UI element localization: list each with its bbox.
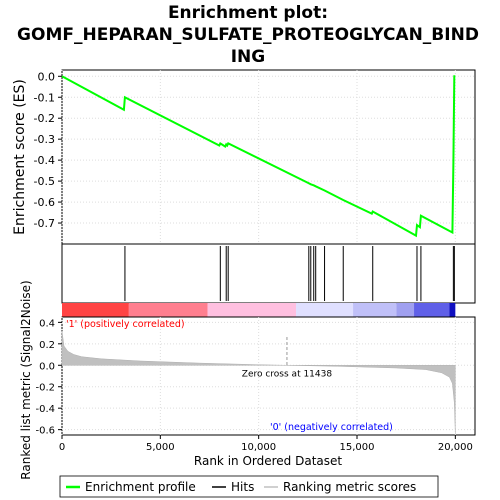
es-tick-label: 0.0 — [38, 70, 56, 83]
es-tick-label: -0.2 — [34, 112, 55, 125]
metric-area — [61, 330, 456, 434]
rank-color-bar — [62, 303, 456, 317]
hit-lines — [124, 246, 455, 301]
hits-panel — [61, 243, 476, 304]
chart-title-line-1: Enrichment plot: — [168, 3, 328, 23]
metric-tick-label: -0.2 — [35, 383, 55, 394]
x-axis-label: Rank in Ordered Dataset — [194, 454, 342, 468]
legend-hits-label: Hits — [231, 480, 254, 494]
es-tick-label: -0.6 — [34, 196, 55, 209]
color-bar-segment — [296, 303, 354, 317]
x-tick-label: 5,000 — [146, 442, 175, 453]
metric-ticks: 0.4 0.2 0.0 -0.2 -0.4 -0.6 — [35, 318, 62, 437]
x-tick-label: 0 — [59, 442, 65, 453]
es-tick-label: -0.7 — [34, 217, 55, 230]
x-tick-label: 15,000 — [340, 442, 375, 453]
color-bar-segment — [207, 303, 297, 317]
zero-cross-label: Zero cross at 11438 — [242, 369, 333, 379]
chart-title-line-3: ING — [231, 47, 266, 67]
es-tick-label: -0.4 — [34, 154, 55, 167]
color-bar-segment — [414, 303, 450, 317]
metric-tick-label: 0.0 — [39, 361, 55, 372]
metric-tick-label: 0.2 — [39, 340, 55, 351]
chart-title-line-2: GOMF_HEPARAN_SULFATE_PROTEOGLYCAN_BIND — [17, 25, 479, 45]
x-tick-label: 10,000 — [241, 442, 276, 453]
es-tick-label: -0.3 — [34, 133, 55, 146]
hits-panel-frame — [61, 243, 476, 304]
color-bar-segment — [128, 303, 208, 317]
es-grid — [61, 70, 475, 244]
color-bar-segment — [62, 303, 129, 317]
metric-panel-frame — [61, 316, 476, 436]
es-ylabel: Enrichment score (ES) — [12, 79, 28, 235]
x-ticks: 0 5,000 10,000 15,000 20,000 — [59, 435, 473, 453]
x-tick-label: 20,000 — [438, 442, 473, 453]
es-tick-label: -0.1 — [34, 91, 55, 104]
metric-panel: Zero cross at 11438 '1' (positively corr… — [35, 316, 476, 437]
legend-box — [59, 475, 439, 498]
metric-tick-label: 0.4 — [39, 318, 55, 329]
legend-es-label: Enrichment profile — [85, 480, 196, 494]
es-panel-frame — [61, 69, 476, 245]
negative-correlated-label: '0' (negatively correlated) — [270, 422, 393, 433]
metric-tick-label: -0.4 — [35, 404, 55, 415]
es-curve — [61, 75, 456, 238]
color-bar-segment — [396, 303, 415, 317]
color-bar-segment — [449, 303, 456, 317]
positive-correlated-label: '1' (positively correlated) — [66, 319, 185, 330]
es-ticks: 0.0 -0.1 -0.2 -0.3 -0.4 -0.5 -0.6 -0.7 — [34, 70, 62, 230]
es-tick-label: -0.5 — [34, 175, 55, 188]
metric-ylabel: Ranked list metric (Signal2Noise) — [19, 280, 33, 479]
es-panel: 0.0 -0.1 -0.2 -0.3 -0.4 -0.5 -0.6 -0.7 — [34, 69, 476, 245]
metric-tick-label: -0.6 — [35, 426, 55, 437]
legend-metric-label: Ranking metric scores — [283, 480, 416, 494]
legend: Enrichment profile Hits Ranking metric s… — [59, 475, 439, 498]
color-bar-segment — [353, 303, 397, 317]
